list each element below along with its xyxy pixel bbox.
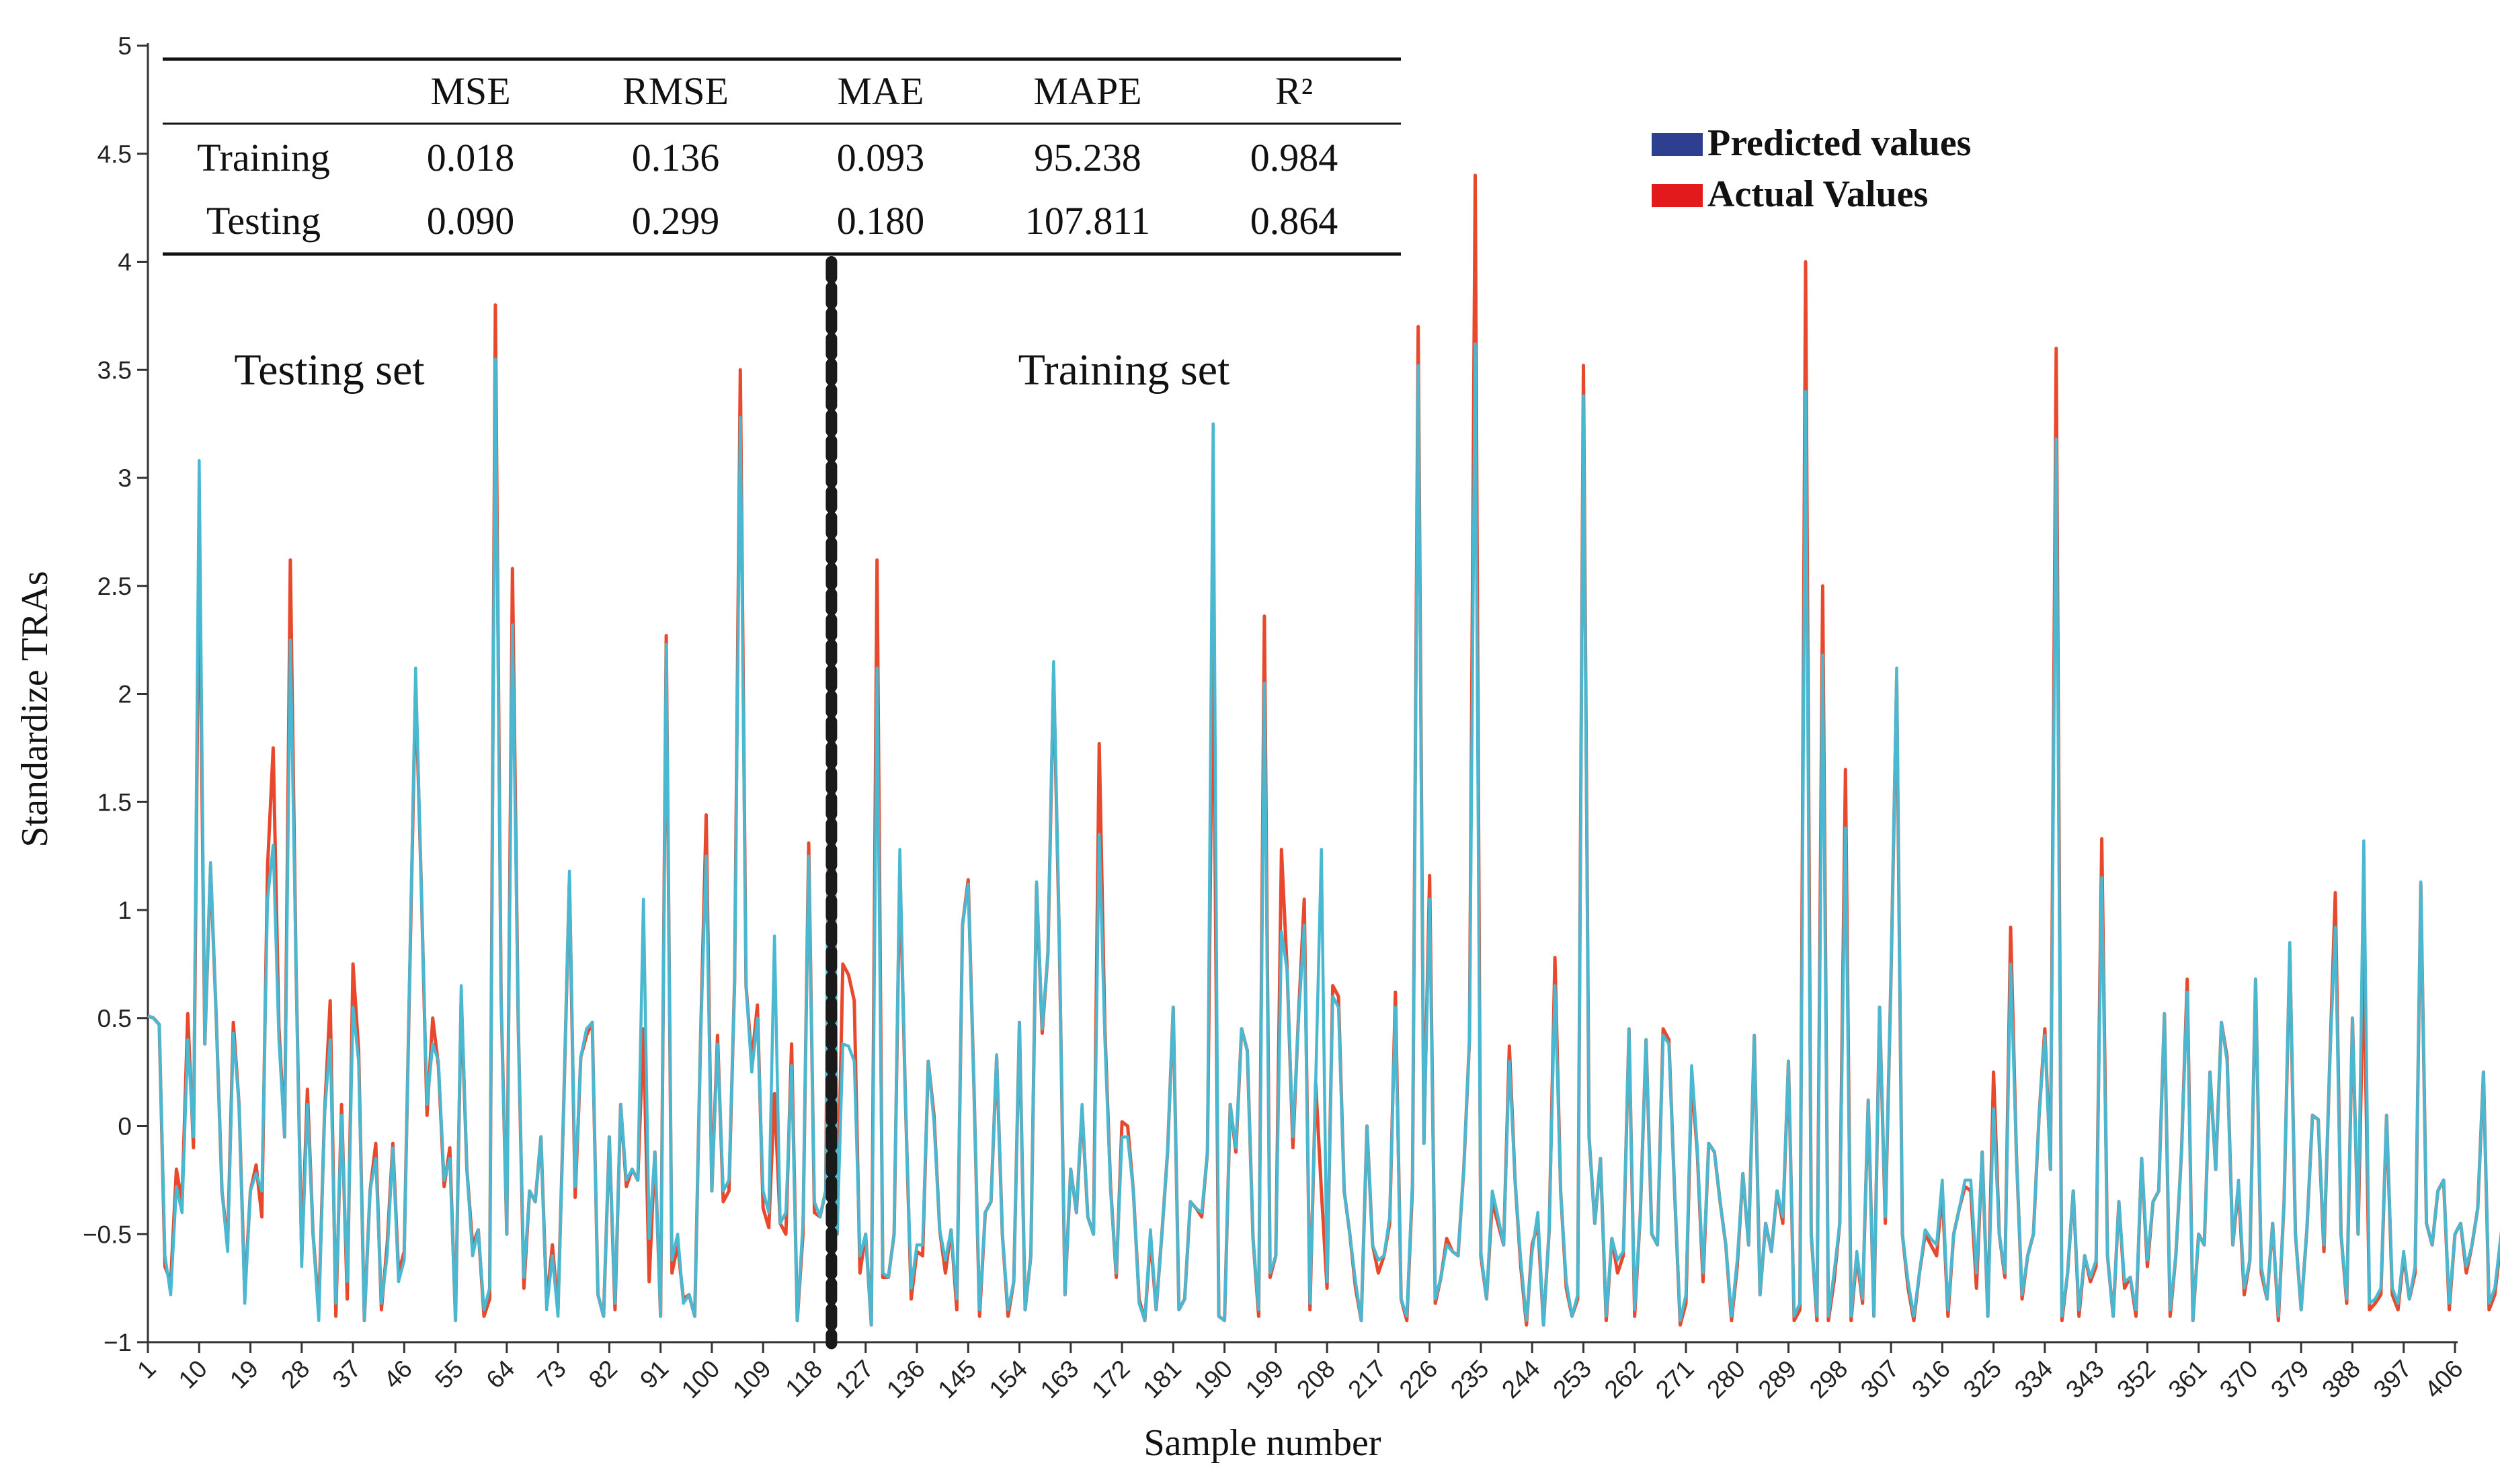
x-tick-label: 163 — [1035, 1355, 1084, 1404]
table-header-cell: MSE — [430, 69, 510, 113]
x-tick-label: 37 — [327, 1355, 366, 1394]
series-layer — [147, 173, 2500, 1327]
y-tick-label: 1.5 — [97, 788, 132, 816]
testing-set-label: Testing set — [234, 345, 424, 395]
table-cell: 107.811 — [1025, 199, 1150, 243]
x-tick-label: 199 — [1240, 1355, 1289, 1404]
x-tick-label: 136 — [881, 1355, 930, 1404]
table-header-cell: R² — [1275, 69, 1313, 113]
x-tick-label: 145 — [932, 1355, 981, 1404]
y-axis-title: Standardize TRAs — [14, 571, 56, 847]
table-header-cell: RMSE — [622, 69, 729, 113]
x-tick-label: 154 — [984, 1355, 1033, 1404]
table-cell: 0.299 — [632, 199, 720, 243]
x-tick-label: 316 — [1906, 1355, 1955, 1404]
x-tick-label: 253 — [1547, 1355, 1597, 1404]
x-tick-label: 100 — [676, 1355, 725, 1404]
x-tick-label: 217 — [1342, 1355, 1392, 1404]
x-tick-label: 352 — [2111, 1355, 2161, 1404]
y-tick-label: −0.5 — [83, 1221, 132, 1248]
y-tick-label: 2 — [118, 681, 132, 708]
x-tick-label: 244 — [1496, 1355, 1545, 1404]
y-tick-label: 0.5 — [97, 1005, 132, 1032]
legend-label: Actual Values — [1707, 173, 1928, 215]
x-tick-label: 181 — [1137, 1355, 1186, 1404]
table-header-cell: MAPE — [1033, 69, 1141, 113]
x-tick-label: 190 — [1189, 1355, 1238, 1404]
x-tick-label: 118 — [780, 1355, 828, 1403]
table-cell: 0.093 — [837, 136, 925, 179]
x-tick-label: 235 — [1445, 1355, 1494, 1404]
x-tick-label: 172 — [1086, 1355, 1135, 1404]
x-tick-label: 379 — [2265, 1355, 2314, 1404]
x-tick-label: 280 — [1701, 1355, 1750, 1404]
y-tick-label: 2.5 — [97, 573, 132, 600]
x-axis-title: Sample number — [1143, 1422, 1381, 1464]
table-header-cell: MAE — [838, 69, 924, 113]
x-tick-label: 82 — [583, 1355, 622, 1394]
x-tick-label: 307 — [1855, 1355, 1904, 1404]
x-tick-label: 127 — [830, 1355, 879, 1404]
x-tick-label: 64 — [481, 1355, 520, 1394]
x-tick-label: 361 — [2163, 1355, 2212, 1404]
x-tick-label: 334 — [2009, 1355, 2058, 1404]
series-line-predicted — [147, 342, 2500, 1327]
y-tick-label: 0 — [118, 1113, 132, 1141]
x-tick-label: 73 — [532, 1355, 571, 1394]
x-tick-label: 208 — [1291, 1355, 1340, 1404]
x-tick-label: 1 — [132, 1355, 161, 1385]
x-tick-label: 406 — [2419, 1355, 2468, 1404]
table-cell: 0.864 — [1250, 199, 1338, 243]
overlay-layer: Testing set Training set MSE RMSE MAE MAPE R² T… — [163, 57, 1971, 1350]
y-tick-label: 3.5 — [97, 356, 132, 384]
table-cell: 0.090 — [427, 199, 515, 243]
x-tick-label: 343 — [2060, 1355, 2109, 1404]
x-tick-label: 28 — [276, 1355, 315, 1394]
x-tick-label: 226 — [1394, 1355, 1443, 1404]
table-cell: 0.984 — [1250, 136, 1338, 179]
metrics-table-bg — [163, 57, 1401, 255]
table-cell: Testing — [206, 199, 321, 243]
y-tick-label: 4.5 — [97, 140, 132, 168]
training-set-label: Training set — [1018, 345, 1230, 395]
table-cell: 95.238 — [1034, 136, 1141, 179]
legend-swatch — [1652, 133, 1703, 156]
table-cell: 0.180 — [837, 199, 925, 243]
x-tick-label: 298 — [1804, 1355, 1853, 1404]
x-tick-label: 19 — [225, 1355, 264, 1394]
table-cell: 0.136 — [632, 136, 720, 179]
y-tick-label: −1 — [104, 1329, 132, 1356]
legend-swatch — [1652, 184, 1703, 207]
y-tick-label: 1 — [118, 897, 132, 924]
x-tick-label: 91 — [635, 1355, 674, 1394]
x-tick-label: 370 — [2214, 1355, 2263, 1404]
x-tick-label: 397 — [2368, 1355, 2417, 1404]
x-tick-label: 46 — [378, 1355, 417, 1394]
x-tick-label: 325 — [1958, 1355, 2007, 1404]
x-tick-label: 289 — [1753, 1355, 1802, 1404]
table-cell: Training — [197, 136, 330, 179]
y-tick-label: 4 — [118, 249, 132, 276]
legend-label: Predicted values — [1707, 122, 1971, 164]
x-tick-label: 388 — [2316, 1355, 2366, 1404]
x-tick-label: 10 — [173, 1355, 212, 1394]
x-tick-label: 109 — [727, 1355, 776, 1404]
x-tick-label: 262 — [1599, 1355, 1648, 1404]
x-tick-label: 55 — [430, 1355, 469, 1394]
table-cell: 0.018 — [427, 136, 515, 179]
y-tick-label: 3 — [118, 464, 132, 492]
y-tick-label: 5 — [118, 32, 132, 60]
x-tick-label: 271 — [1650, 1355, 1699, 1404]
